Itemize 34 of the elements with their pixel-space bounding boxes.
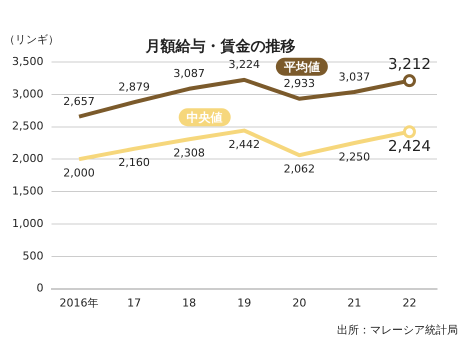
x-tick-label: 18 xyxy=(182,296,196,310)
data-label: 3,087 xyxy=(173,67,205,80)
data-label: 2,424 xyxy=(388,137,431,156)
x-tick-label: 22 xyxy=(402,296,416,310)
data-label: 2,160 xyxy=(118,156,150,170)
x-tick-label: 2016年 xyxy=(60,296,99,310)
data-label: 2,250 xyxy=(338,150,370,164)
data-label: 2,442 xyxy=(228,138,260,151)
x-tick-label: 19 xyxy=(237,296,252,310)
data-label: 2,062 xyxy=(284,162,316,176)
y-tick-label: 0 xyxy=(36,282,44,295)
y-tick-label: 2,500 xyxy=(12,120,44,133)
y-tick-label: 1,000 xyxy=(12,216,44,230)
y-tick-label: 1,500 xyxy=(12,184,44,198)
data-label: 2,657 xyxy=(63,94,95,108)
series-label: 平均値 xyxy=(282,60,320,74)
data-label: 3,224 xyxy=(228,58,260,72)
x-tick-label: 17 xyxy=(127,296,142,310)
y-tick-label: 3,000 xyxy=(12,87,44,100)
data-label: 2,308 xyxy=(173,146,205,160)
y-axis-title: （リンギ） xyxy=(4,32,59,46)
y-tick-label: 3,500 xyxy=(12,54,44,68)
x-tick-label: 21 xyxy=(347,296,362,310)
data-label: 3,037 xyxy=(338,70,370,84)
data-label: 3,212 xyxy=(388,55,431,74)
y-tick-label: 2,000 xyxy=(12,152,44,166)
text: 出所：マレーシア統計局 xyxy=(337,323,458,336)
data-label: 2,933 xyxy=(284,77,316,90)
data-label: 2,000 xyxy=(63,166,95,180)
x-tick-label: 20 xyxy=(292,296,306,310)
series-label: 中央値 xyxy=(186,110,223,124)
data-label: 2,879 xyxy=(118,80,150,94)
chart-title: 月額給与・賃金の推移 xyxy=(144,36,296,55)
y-tick-label: 500 xyxy=(22,249,44,262)
